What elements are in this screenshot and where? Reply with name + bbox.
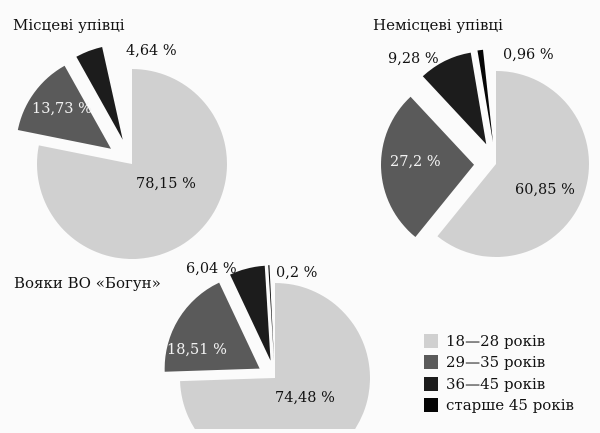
slice-label-29-35: 27,2 % (390, 154, 441, 170)
slice-label-45-plus: 0,96 % (503, 47, 554, 63)
pie-chart-bohun (164, 265, 370, 433)
slice-label-45-plus: 0,2 % (276, 265, 317, 281)
slice-label-18-28: 74,48 % (275, 390, 335, 406)
legend: 18—28 років 29—35 років 36—45 років стар… (424, 330, 574, 416)
legend-item-45-plus: старше 45 років (424, 395, 574, 417)
legend-label: 18—28 років (446, 331, 546, 350)
legend-swatch-29-35 (424, 355, 438, 370)
legend-item-36-45: 36—45 років (424, 373, 574, 395)
slice-45-plus (477, 49, 493, 143)
legend-swatch-18-28 (424, 333, 438, 348)
legend-item-18-28: 18—28 років (424, 330, 574, 352)
slice-label-18-28: 60,85 % (515, 182, 575, 198)
slice-label-18-28: 78,15 % (136, 176, 196, 192)
legend-swatch-36-45 (424, 376, 438, 391)
slice-36-45 (422, 52, 487, 145)
slice-label-29-35: 18,51 % (167, 342, 227, 358)
slice-label-29-35: 13,73 % (32, 101, 92, 117)
chart-title-local-upa: Місцеві упівці (13, 16, 125, 34)
slice-29-35 (381, 96, 475, 237)
slice-36-45 (230, 265, 271, 361)
slice-45-plus (268, 265, 275, 361)
slice-label-36-45: 4,64 % (126, 43, 177, 59)
pie-chart-nonlocal-upa (381, 49, 589, 257)
chart-title-bohun: Вояки ВО «Богун» (14, 274, 161, 292)
legend-label: 36—45 років (446, 374, 546, 393)
legend-label: старше 45 років (446, 396, 574, 415)
slice-label-36-45: 6,04 % (186, 261, 237, 277)
legend-swatch-45-plus (424, 398, 438, 413)
slice-18-28 (437, 71, 589, 257)
pie-chart-local-upa (17, 46, 228, 259)
slice-29-35 (17, 65, 111, 149)
legend-label: 29—35 років (446, 353, 546, 372)
legend-item-29-35: 29—35 років (424, 352, 574, 374)
slice-label-36-45: 9,28 % (388, 51, 439, 67)
slice-18-28 (180, 283, 370, 433)
slice-29-35 (164, 282, 260, 372)
slice-36-45 (76, 46, 123, 140)
slice-18-28 (37, 69, 228, 259)
chart-title-nonlocal-upa: Немісцеві упівці (373, 16, 503, 34)
